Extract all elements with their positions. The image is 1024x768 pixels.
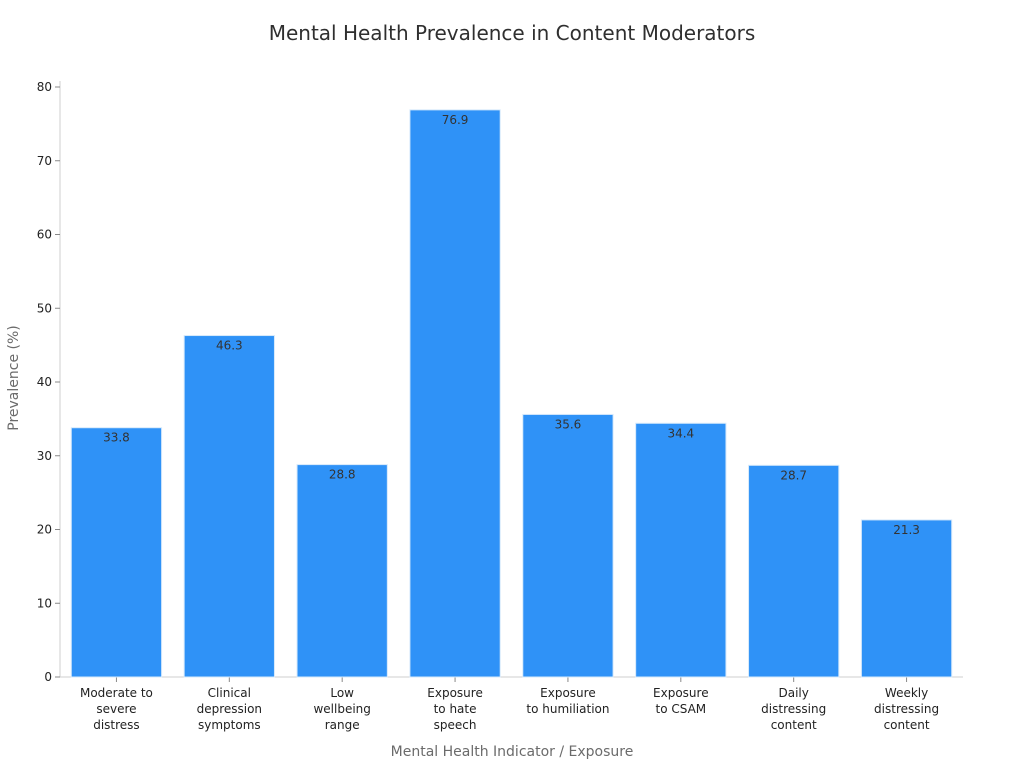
- data-labels-group: 33.8 46.3 28.8 76.9 35.6 34.4 28.7 21.3: [103, 113, 920, 537]
- y-tick-label: 10: [37, 596, 52, 610]
- bar: [860, 519, 953, 678]
- y-axis-label: Prevalence (%): [6, 325, 22, 431]
- bar-value-label: 28.7: [780, 468, 807, 482]
- bar-value-label: 35.6: [555, 417, 582, 431]
- y-axis: 0 10 20 30 40 50 60 70 80: [37, 80, 61, 684]
- x-axis-label: Mental Health Indicator / Exposure: [391, 744, 634, 760]
- x-tick-label: Exposure to humiliation: [526, 686, 609, 716]
- y-tick-label: 70: [37, 154, 52, 168]
- y-tick-label: 50: [37, 301, 52, 315]
- bar: [296, 464, 388, 678]
- y-tick-label: 60: [37, 228, 52, 242]
- x-axis: Moderate to severe distress Clinical depress…: [60, 676, 963, 732]
- y-tick-label: 20: [37, 523, 52, 537]
- y-tick-label: 80: [37, 80, 52, 94]
- x-tick-label: Exposure to CSAM: [653, 686, 709, 716]
- x-tick-label: Low wellbeing range: [313, 686, 370, 732]
- y-tick-label: 40: [37, 375, 52, 389]
- bar-value-label: 76.9: [442, 113, 469, 127]
- bar: [183, 335, 275, 678]
- bar: [409, 109, 501, 678]
- x-tick-label: Exposure to hate speech: [427, 686, 483, 732]
- chart-title: Mental Health Prevalence in Content Mode…: [269, 21, 756, 45]
- y-tick-label: 30: [37, 449, 52, 463]
- bar-value-label: 34.4: [667, 426, 694, 440]
- bar-value-label: 28.8: [329, 468, 356, 482]
- x-tick-label: Weekly distressing content: [874, 686, 939, 732]
- bar: [70, 427, 163, 678]
- bar-value-label: 33.8: [103, 431, 130, 445]
- bar-value-label: 21.3: [893, 523, 920, 537]
- bar: [522, 413, 614, 678]
- x-tick-label: Moderate to severe distress: [80, 686, 153, 732]
- x-tick-label: Daily distressing content: [761, 686, 826, 732]
- bars-group: [70, 109, 953, 678]
- bar-value-label: 46.3: [216, 339, 243, 353]
- y-tick-label: 0: [44, 670, 52, 684]
- bar: [748, 464, 840, 678]
- bar: [635, 422, 727, 678]
- x-tick-label: Clinical depression symptoms: [197, 686, 262, 732]
